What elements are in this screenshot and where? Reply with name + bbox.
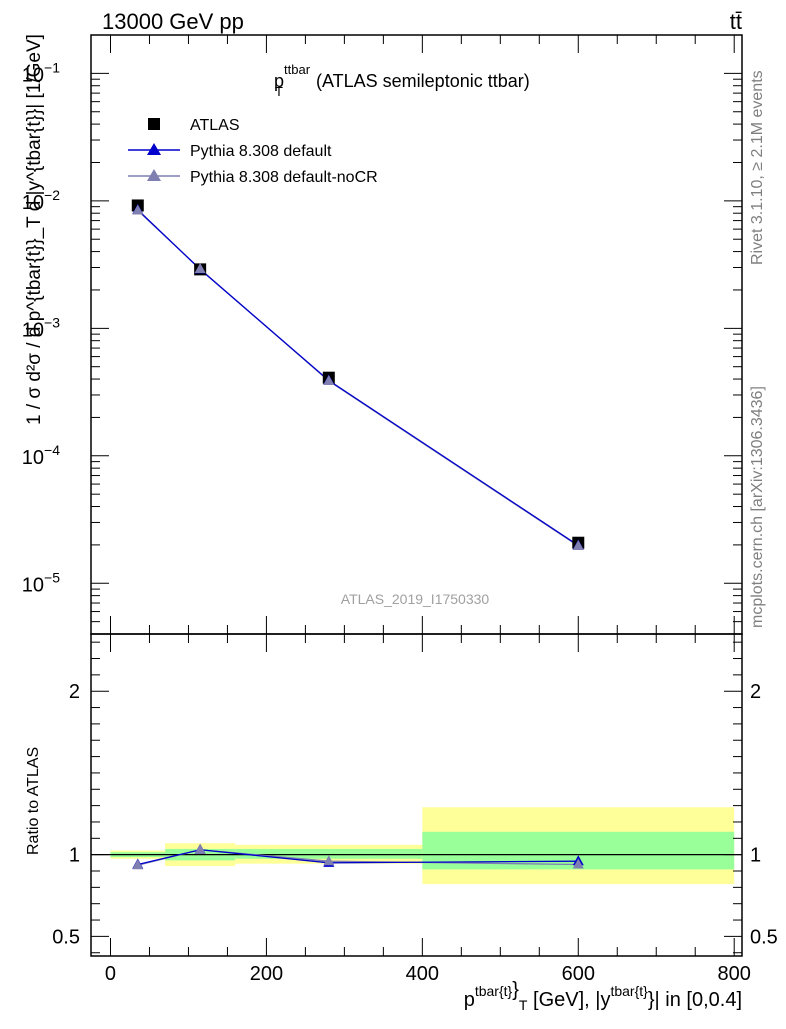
ratio-data-point	[572, 858, 584, 869]
energy-label: 13000 GeV pp	[102, 9, 244, 34]
series-line	[137, 209, 579, 546]
title-subscript: T	[275, 84, 283, 99]
ratio-y-axis-label: Ratio to ATLAS	[25, 747, 42, 855]
y-tick-label-exponent: −4	[44, 442, 60, 458]
y-tick-label: 10−2	[22, 187, 60, 214]
ratio-y-tick-label-right: 0.5	[750, 926, 778, 948]
ratio-series-line	[137, 849, 579, 866]
band-green	[235, 848, 423, 859]
legend-entry-label: ATLAS	[190, 117, 240, 134]
ratio-y-tick-label-right: 1	[750, 845, 761, 867]
x-label-part: p	[464, 989, 475, 1011]
y-tick-label-base: 10	[22, 319, 44, 341]
ratio-data-point	[132, 859, 144, 870]
ratio-data-point	[194, 843, 206, 854]
x-tick-label: 200	[250, 963, 283, 985]
y-tick-label-base: 10	[22, 64, 44, 86]
x-label-part: }	[512, 979, 519, 1001]
y-tick-label-base: 10	[22, 447, 44, 469]
x-tick-label: 400	[406, 963, 439, 985]
main-y-axis-label: 1 / σ d²σ / d p^{tbar{t}}_T d |y^{tbar{t…	[24, 34, 45, 425]
title-symbol: p	[274, 71, 284, 91]
y-tick-label-exponent: −1	[44, 59, 60, 75]
mc-data-point	[323, 375, 335, 386]
main-plot-title: pttbar T (ATLAS semileptonic ttbar)	[274, 62, 530, 99]
legend-entry-label: Pythia 8.308 default	[190, 143, 332, 160]
title-superscript: ttbar	[284, 62, 311, 77]
x-label-part: [GeV], |y	[527, 989, 610, 1011]
mc-data-point	[132, 204, 144, 215]
x-tick-label: 0	[105, 963, 116, 985]
y-tick-label-base: 10	[22, 192, 44, 214]
y-tick-label: 10−5	[22, 569, 60, 596]
ratio-y-tick-label: 2	[69, 681, 80, 703]
y-tick-label-exponent: −3	[44, 314, 60, 330]
x-label-superscript: tbar{t}	[610, 983, 648, 999]
y-tick-label-exponent: −5	[44, 569, 60, 585]
uncertainty-bands	[110, 807, 735, 885]
x-tick-label: 800	[718, 963, 751, 985]
legend-marker-square	[148, 118, 160, 130]
ratio-data-point	[323, 855, 335, 866]
y-tick-label-base: 10	[22, 574, 44, 596]
ratio-axis-ticks	[91, 634, 742, 956]
legend-entry-label: Pythia 8.308 default-noCR	[190, 169, 378, 186]
mc-data-point	[572, 540, 584, 551]
legend-marker-triangle	[147, 143, 161, 155]
ratio-y-tick-label: 0.5	[52, 926, 80, 948]
y-tick-label: 10−1	[22, 59, 60, 86]
title-rest: (ATLAS semileptonic ttbar)	[311, 71, 530, 91]
main-data	[131, 199, 585, 551]
ratio-y-tick-label: 1	[69, 845, 80, 867]
ratio-y-tick-label-right: 2	[750, 681, 761, 703]
x-axis-label: ptbar{t}}T [GeV], |ytbar{t}}| in [0,0.4]	[464, 979, 742, 1013]
mcplots-label: mcplots.cern.ch [arXiv:1306.3436]	[749, 386, 766, 628]
main-panel-frame	[90, 34, 743, 635]
mc-data-point	[194, 262, 206, 273]
main-axis-ticks	[91, 34, 742, 635]
rivet-version-label: Rivet 3.1.10, ≥ 2.1M events	[749, 70, 766, 265]
x-label-subscript: T	[519, 997, 528, 1013]
process-label: tt̄	[730, 9, 742, 34]
x-label-part: }| in [0,0.4]	[648, 989, 742, 1011]
ratio-panel-frame	[90, 633, 743, 957]
series-line	[137, 210, 579, 547]
ratio-data	[132, 843, 584, 870]
y-tick-label: 10−4	[22, 442, 60, 469]
legend: ATLAS Pythia 8.308 default Pythia 8.308 de…	[128, 117, 378, 186]
x-tick-label: 600	[562, 963, 595, 985]
analysis-watermark: ATLAS_2019_I1750330	[341, 591, 490, 607]
x-label-superscript: tbar{t}	[475, 983, 513, 999]
y-tick-label-exponent: −2	[44, 187, 60, 203]
y-tick-label: 10−3	[22, 314, 60, 341]
legend-marker-triangle	[147, 169, 161, 181]
